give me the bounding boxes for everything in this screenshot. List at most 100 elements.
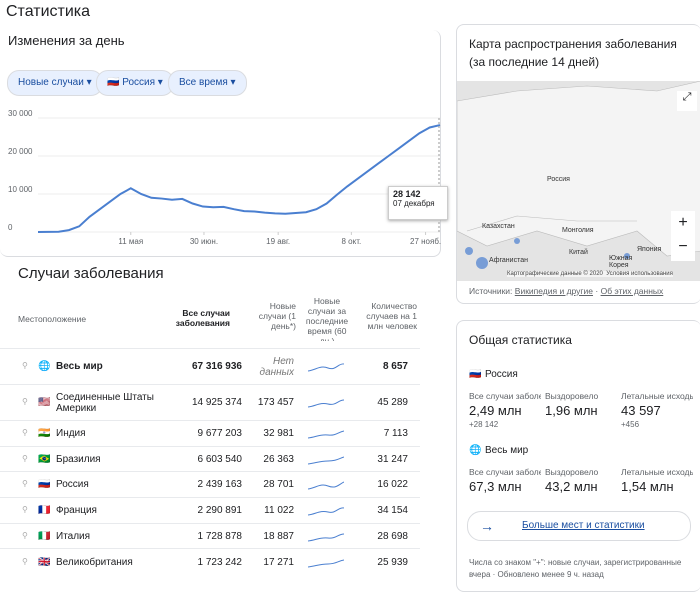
sparkline-path — [308, 533, 344, 541]
pin-icon: ⚲ — [22, 557, 28, 566]
table-row[interactable]: ⚲ 🇮🇹 Италия 1 728 878 18 887 28 698 — [0, 523, 420, 549]
filter-chip[interactable]: 🇷🇺 Россия ▾ — [96, 70, 174, 96]
total-cases: 9 677 203 — [197, 428, 243, 439]
pin-icon: ⚲ — [22, 397, 28, 406]
region-name: Весь мир — [485, 445, 529, 456]
col-header: Новые случаи за последние время (60 дн.) — [305, 296, 349, 341]
table-row[interactable]: ⚲ 🇷🇺 Россия 2 439 163 28 701 16 022 — [0, 471, 420, 498]
arrow-icon: → — [480, 518, 494, 534]
more-button[interactable]: → Больше мест и статистики — [467, 511, 691, 541]
overall-card: Общая статистика → Больше мест и статисти… — [456, 320, 700, 592]
button-text: Больше мест и статистики — [522, 520, 645, 531]
about-link[interactable]: Об этих данных — [600, 286, 664, 296]
stat-label: Летальные исходы — [621, 467, 693, 477]
zoom-control[interactable]: + − — [671, 211, 695, 261]
x-tick-label: 11 мая — [118, 237, 143, 246]
filter-chip[interactable]: Новые случаи ▾ — [7, 70, 103, 96]
terms[interactable]: Условия использования — [606, 271, 673, 277]
total-cases: 14 925 374 — [191, 397, 242, 408]
per-million: 25 939 — [377, 557, 408, 568]
new-cases: 173 457 — [257, 397, 294, 408]
line-chart: 0 10 000 20 000 30 000 11 мая 30 июн. 19 авг. 8… — [8, 109, 441, 246]
location: Весь мир — [56, 361, 103, 372]
map-label: Афганистан — [489, 257, 528, 264]
footnote: Числа со знаком "+": новые случаи, зарег… — [469, 558, 682, 579]
new-cases: 26 363 — [263, 453, 294, 465]
stat-label: Выздоровело — [545, 391, 599, 401]
col-header[interactable]: Все случаи заболевания — [175, 308, 230, 328]
location: Бразилия — [56, 453, 101, 465]
stat-value: 1,54 млн — [621, 479, 674, 494]
stat-delta: +456 — [621, 420, 640, 429]
cases-table: Местоположение Все случаи заболевания Но… — [0, 296, 430, 586]
sparkline — [308, 456, 344, 464]
pin-icon: ⚲ — [22, 479, 28, 488]
stat-value: 43,2 млн — [545, 479, 598, 494]
per-million: 34 154 — [377, 505, 408, 516]
stat-value: 2,49 млн — [469, 403, 522, 418]
col-header: Местоположение — [18, 314, 87, 324]
location: Италия — [56, 530, 91, 542]
flag-icon: 🇷🇺 — [38, 479, 51, 490]
region-icon: 🇷🇺 — [469, 369, 482, 380]
map-label: Южная Корея — [609, 255, 633, 269]
flag-icon: 🇧🇷 — [38, 453, 51, 465]
sparkline-path — [308, 363, 344, 372]
total-cases: 1 723 242 — [197, 557, 243, 568]
fullscreen-button[interactable]: ⤢ — [677, 91, 697, 111]
per-million: 45 289 — [377, 397, 408, 408]
pin-icon: ⚲ — [22, 505, 28, 514]
map[interactable]: ⤢ + − Россия Казахстан Монголия Китай Афг… — [456, 80, 700, 281]
map-label: Япония — [637, 246, 662, 253]
stat-label: Выздоровело — [545, 467, 599, 477]
col-header[interactable]: Количество случаев на 1 млн человек — [366, 301, 417, 331]
filter-text: Россия — [122, 77, 156, 88]
sparkline-path — [308, 507, 344, 516]
sparkline-path — [308, 559, 344, 568]
region-icon: 🌐 — [469, 445, 482, 456]
new-cases: 32 981 — [263, 428, 294, 439]
new-cases: 28 701 — [263, 479, 294, 490]
table-row[interactable]: ⚲ 🇺🇸 Соединенные Штаты Америки 14 925 374 17… — [0, 384, 420, 421]
x-tick-label: 27 нояб. — [410, 237, 441, 246]
map-title: Карта распространения заболевания (за по… — [469, 37, 677, 69]
table-row[interactable]: ⚲ 🇧🇷 Бразилия 6 603 540 26 363 31 247 — [0, 446, 420, 472]
table-row[interactable]: ⚲ 🇫🇷 Франция 2 290 891 11 022 34 154 — [0, 497, 420, 524]
sources-link[interactable]: Википедия и другие — [514, 286, 594, 296]
x-tick-label: 19 авг. — [266, 237, 290, 246]
map-label: Россия — [547, 176, 570, 183]
credit: Картографические данные © 2020 — [507, 271, 603, 277]
flag-icon: 🌐 — [38, 361, 51, 372]
filter-chip[interactable]: Все время ▾ — [168, 70, 247, 96]
sparkline — [308, 559, 344, 568]
location: Россия — [56, 479, 89, 490]
stat-label: Летальные исходы — [621, 391, 693, 401]
table-row[interactable]: ⚲ 🇬🇧 Великобритания 1 723 242 17 271 25 939 — [0, 548, 420, 577]
table-row[interactable]: ⚲ 🌐 Весь мир 67 316 936 Нет данных 8 657 — [0, 348, 420, 385]
y-tick-label: 20 000 — [8, 147, 33, 156]
pin-icon: ⚲ — [22, 361, 28, 370]
total-cases: 1 728 878 — [197, 530, 243, 542]
line-series — [37, 124, 441, 233]
col-header[interactable]: Новые случаи (1 день*) — [258, 301, 296, 331]
per-million: 8 657 — [382, 361, 408, 372]
filter-text: Все время — [179, 77, 228, 88]
map-card: Карта распространения заболевания (за по… — [456, 24, 700, 304]
per-million: 28 698 — [377, 530, 408, 542]
stat-value: 43 597 — [621, 403, 661, 418]
stat-label: Все случаи заболев — [469, 467, 541, 477]
map-shapes — [456, 80, 700, 269]
x-tick-label: 8 окт. — [341, 237, 361, 246]
y-tick-label: 0 — [8, 223, 13, 232]
map-label: Казахстан — [482, 223, 515, 230]
sparkline — [308, 481, 344, 490]
flag-icon: 🇫🇷 — [38, 505, 51, 516]
table-row[interactable]: ⚲ 🇮🇳 Индия 9 677 203 32 981 7 113 — [0, 420, 420, 447]
map-label: Китай — [569, 249, 588, 256]
stat-value: 67,3 млн — [469, 479, 522, 494]
sources: Источники: Википедия и другие · Об этих … — [469, 286, 664, 296]
overall-title: Общая статистика — [469, 333, 572, 347]
location: Соединенные Штаты Америки — [56, 392, 154, 414]
flag-icon: 🇮🇹 — [38, 530, 51, 542]
